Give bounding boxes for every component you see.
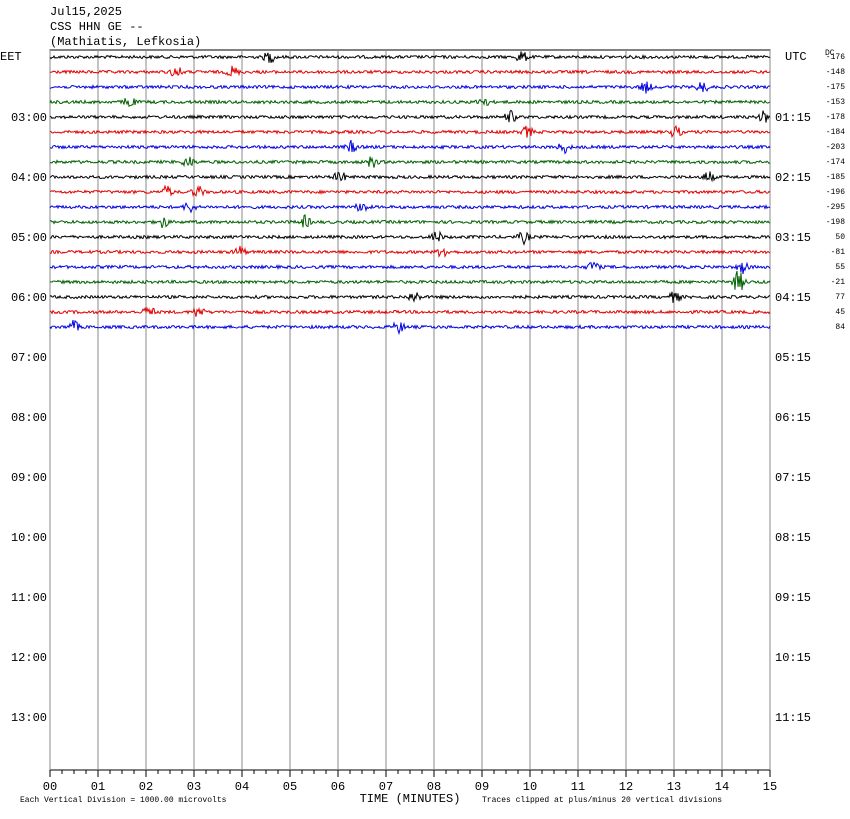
left-time-label: 07:00 (11, 351, 47, 365)
dc-offset: 55 (835, 263, 845, 272)
trace (49, 51, 771, 64)
trace (49, 261, 771, 274)
location: (Mathiatis, Lefkosia) (50, 35, 201, 49)
footer-right: Traces clipped at plus/minus 20 vertical… (482, 796, 722, 805)
dc-offset: -21 (831, 278, 846, 287)
dc-offset: -184 (826, 128, 845, 137)
right-time-label: 07:15 (775, 471, 811, 485)
dc-offset: -176 (826, 53, 845, 62)
left-time-label: 08:00 (11, 411, 47, 425)
dc-label: DC (825, 49, 835, 58)
x-tick-label: 08 (427, 780, 441, 794)
plot-frame (49, 49, 771, 771)
left-time-label: 11:00 (11, 591, 47, 605)
dc-offset: -196 (826, 188, 845, 197)
dc-offset: -81 (831, 248, 846, 257)
x-tick-label: 10 (523, 780, 537, 794)
date: Jul15,2025 (50, 5, 122, 19)
right-time-label: 11:15 (775, 711, 811, 725)
dc-offset: -178 (826, 113, 845, 122)
right-axis-label: UTC (785, 50, 807, 64)
left-time-label: 03:00 (11, 111, 47, 125)
right-time-label: 08:15 (775, 531, 811, 545)
left-time-label: 05:00 (11, 231, 47, 245)
trace (49, 319, 771, 336)
station: CSS HHN GE -- (50, 20, 144, 34)
trace (49, 184, 771, 198)
trace (50, 270, 771, 291)
dc-offset: 84 (835, 323, 845, 332)
trace (50, 65, 771, 77)
trace (49, 139, 771, 155)
right-time-label: 02:15 (775, 171, 811, 185)
left-axis-label: EET (0, 50, 22, 64)
right-time-label: 09:15 (775, 591, 811, 605)
dc-offset: 50 (835, 233, 845, 242)
x-tick-label: 14 (715, 780, 729, 794)
dc-offset: 45 (835, 308, 845, 317)
x-tick-label: 03 (187, 780, 201, 794)
left-time-label: 10:00 (11, 531, 47, 545)
dc-offset: -148 (826, 68, 845, 77)
x-tick-label: 04 (235, 780, 249, 794)
left-time-label: 13:00 (11, 711, 47, 725)
dc-offset: -175 (826, 83, 845, 92)
dc-offset: -153 (826, 98, 845, 107)
dc-offset: -295 (826, 203, 845, 212)
trace (49, 156, 771, 168)
dc-offset: -203 (826, 143, 845, 152)
x-tick-label: 01 (91, 780, 105, 794)
right-time-label: 06:15 (775, 411, 811, 425)
trace (49, 291, 771, 303)
dc-offset: -185 (826, 173, 845, 182)
trace (49, 306, 771, 317)
trace (49, 230, 771, 246)
x-tick-label: 15 (763, 780, 777, 794)
x-axis-label: TIME (MINUTES) (360, 792, 461, 806)
right-time-label: 01:15 (775, 111, 811, 125)
x-tick-label: 12 (619, 780, 633, 794)
x-tick-label: 13 (667, 780, 681, 794)
x-tick-label: 06 (331, 780, 345, 794)
footer-left: Each Vertical Division = 1000.00 microvo… (20, 796, 227, 805)
trace (49, 201, 771, 214)
right-time-label: 04:15 (775, 291, 811, 305)
trace (49, 98, 771, 108)
right-time-label: 03:15 (775, 231, 811, 245)
left-time-label: 12:00 (11, 651, 47, 665)
left-time-label: 09:00 (11, 471, 47, 485)
x-tick-label: 11 (571, 780, 585, 794)
left-time-label: 06:00 (11, 291, 47, 305)
trace (49, 109, 771, 123)
right-time-label: 05:15 (775, 351, 811, 365)
left-time-label: 04:00 (11, 171, 47, 185)
dc-offset: -198 (826, 218, 845, 227)
trace (49, 124, 771, 139)
x-tick-label: 07 (379, 780, 393, 794)
x-tick-label: 05 (283, 780, 297, 794)
trace (49, 171, 771, 183)
x-tick-label: 02 (139, 780, 153, 794)
trace (49, 81, 771, 94)
trace (49, 214, 771, 229)
trace (49, 245, 771, 259)
right-time-label: 10:15 (775, 651, 811, 665)
dc-offset: 77 (835, 293, 845, 302)
dc-offset: -174 (826, 158, 845, 167)
x-tick-label: 09 (475, 780, 489, 794)
x-tick-label: 00 (43, 780, 57, 794)
